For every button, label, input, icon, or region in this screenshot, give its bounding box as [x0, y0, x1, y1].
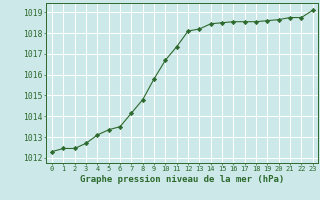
X-axis label: Graphe pression niveau de la mer (hPa): Graphe pression niveau de la mer (hPa): [80, 175, 284, 184]
